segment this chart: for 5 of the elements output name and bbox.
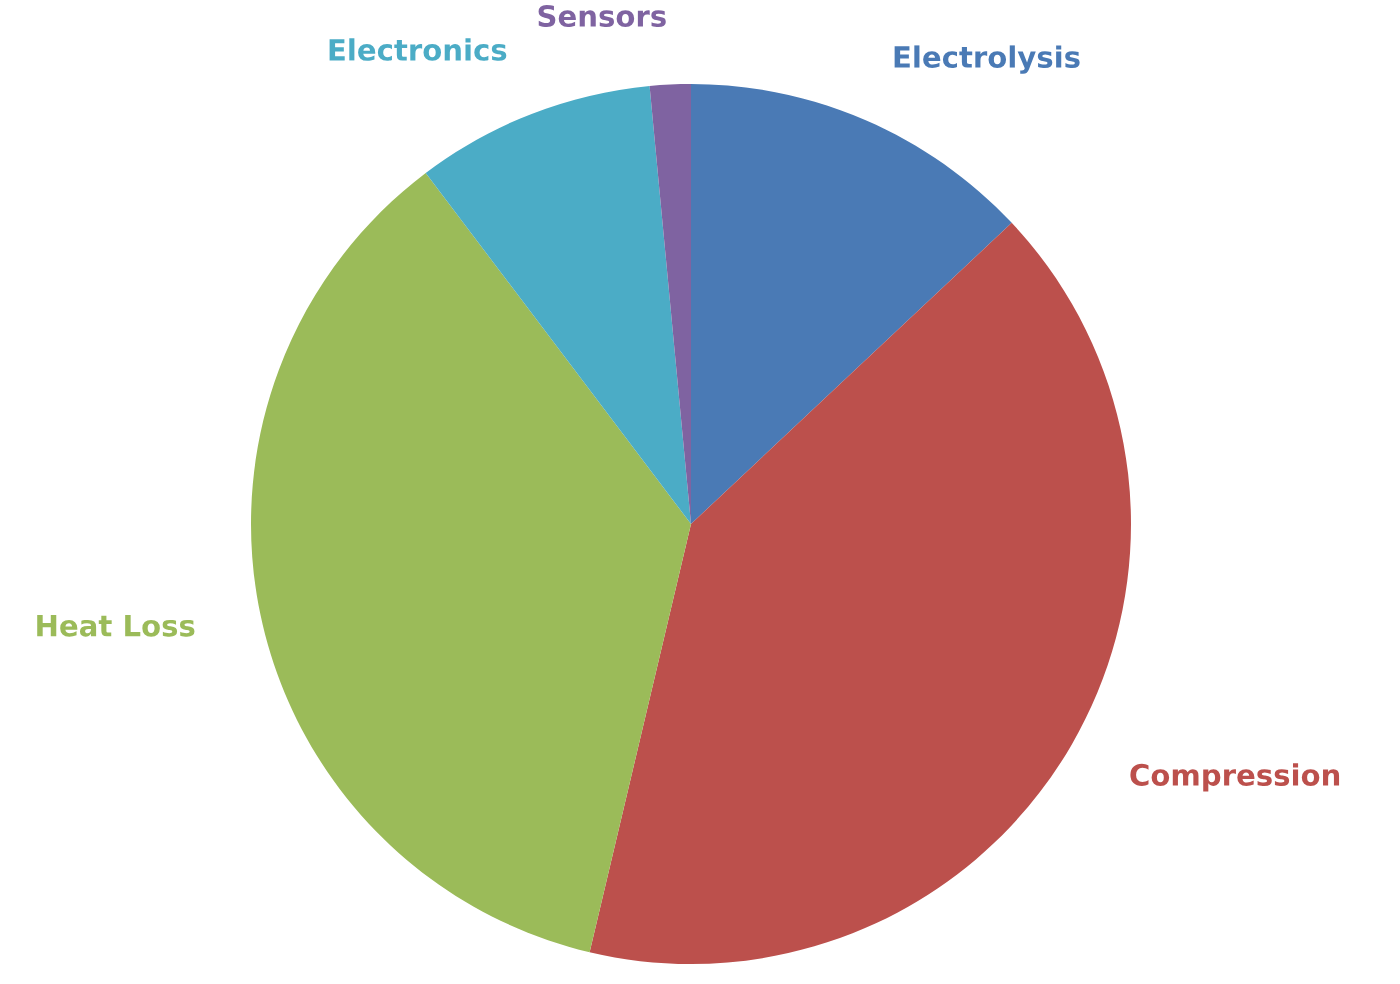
slice-label: Compression: [1130, 763, 1340, 792]
slice-label: Sensors: [538, 4, 666, 28]
slice-label: Electronics: [329, 38, 507, 61]
slice-label: Heat Loss: [37, 614, 195, 637]
slice-label: Electrolysis: [894, 45, 1080, 74]
